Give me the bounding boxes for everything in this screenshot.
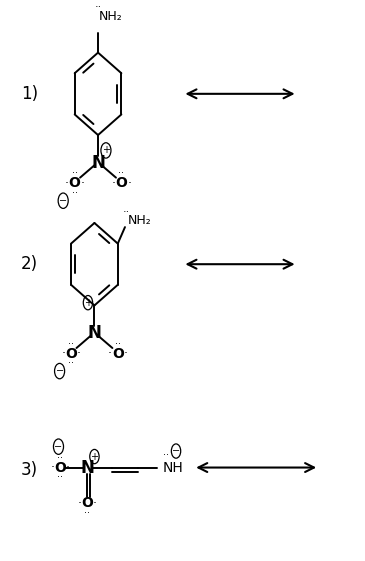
Text: ·: · (108, 347, 112, 360)
Text: ··: ·· (123, 207, 130, 217)
Text: +: + (91, 452, 99, 462)
Text: N: N (91, 154, 105, 172)
Text: ··: ·· (115, 339, 121, 348)
Text: ··: ·· (57, 472, 63, 482)
Text: ·: · (78, 496, 82, 510)
Text: ·: · (61, 347, 65, 360)
Text: NH₂: NH₂ (99, 11, 123, 24)
Text: O: O (81, 496, 93, 511)
Text: O: O (54, 461, 66, 475)
Text: +: + (102, 145, 110, 155)
Text: −: − (54, 442, 62, 452)
Text: −: − (55, 366, 64, 376)
Text: ··: ·· (68, 358, 74, 369)
Text: N: N (88, 324, 101, 342)
Text: ·: · (65, 461, 69, 474)
Text: N: N (80, 458, 94, 476)
Text: ·: · (81, 177, 85, 190)
Text: −: − (59, 196, 67, 206)
Text: ·: · (127, 177, 131, 190)
Text: ··: ·· (118, 168, 124, 178)
Text: ··: ·· (72, 168, 78, 178)
Text: 2): 2) (21, 255, 38, 273)
Text: ·: · (51, 461, 55, 474)
Text: ·: · (111, 177, 115, 190)
Text: ··: ·· (84, 508, 90, 518)
Text: ··: ·· (68, 339, 74, 348)
Text: +: + (84, 298, 92, 307)
Text: ··: ·· (163, 450, 169, 461)
Text: ·: · (124, 347, 128, 360)
Text: ··: ·· (57, 453, 63, 463)
Text: 3): 3) (21, 461, 38, 479)
Text: NH: NH (163, 461, 184, 475)
Text: O: O (115, 176, 127, 190)
Text: O: O (65, 347, 77, 361)
Text: ·: · (65, 177, 69, 190)
Text: O: O (69, 176, 81, 190)
Text: O: O (112, 347, 124, 361)
Text: NH₂: NH₂ (128, 214, 151, 227)
Text: ·: · (77, 347, 81, 360)
Text: 1): 1) (21, 85, 38, 103)
Text: ··: ·· (72, 188, 78, 198)
Text: −: − (172, 446, 180, 456)
Text: ·: · (92, 496, 96, 510)
Text: ··: ·· (95, 3, 102, 12)
